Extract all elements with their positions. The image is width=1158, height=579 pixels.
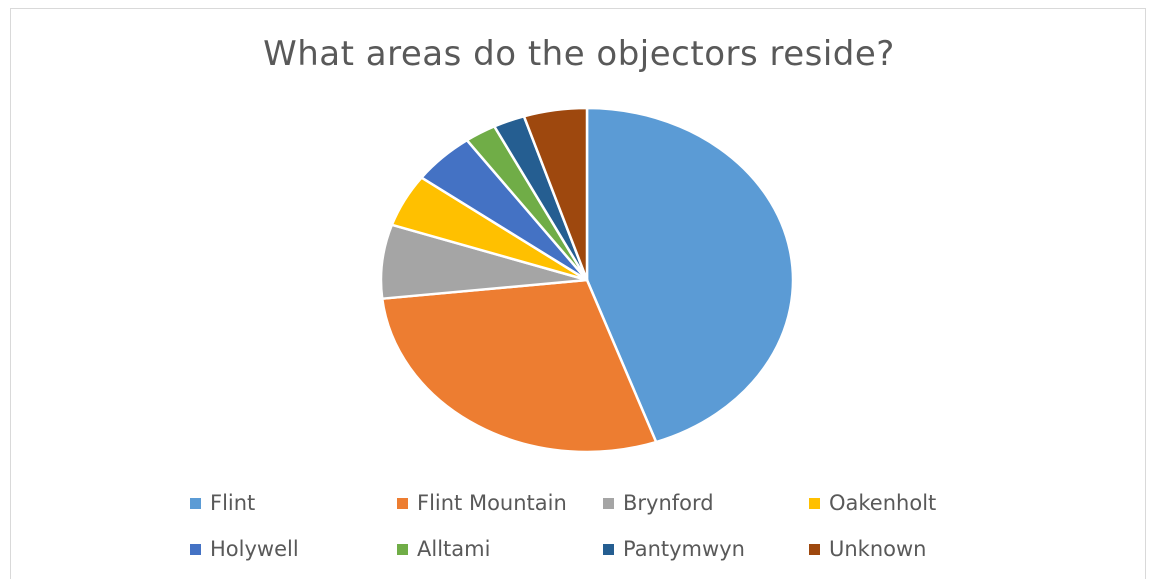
pie-slice-unknown <box>522 106 589 282</box>
pie-slice-flint-mountain <box>380 278 658 454</box>
chart-title: What areas do the objectors reside? <box>263 34 895 74</box>
pie-slice-flint <box>585 106 795 444</box>
